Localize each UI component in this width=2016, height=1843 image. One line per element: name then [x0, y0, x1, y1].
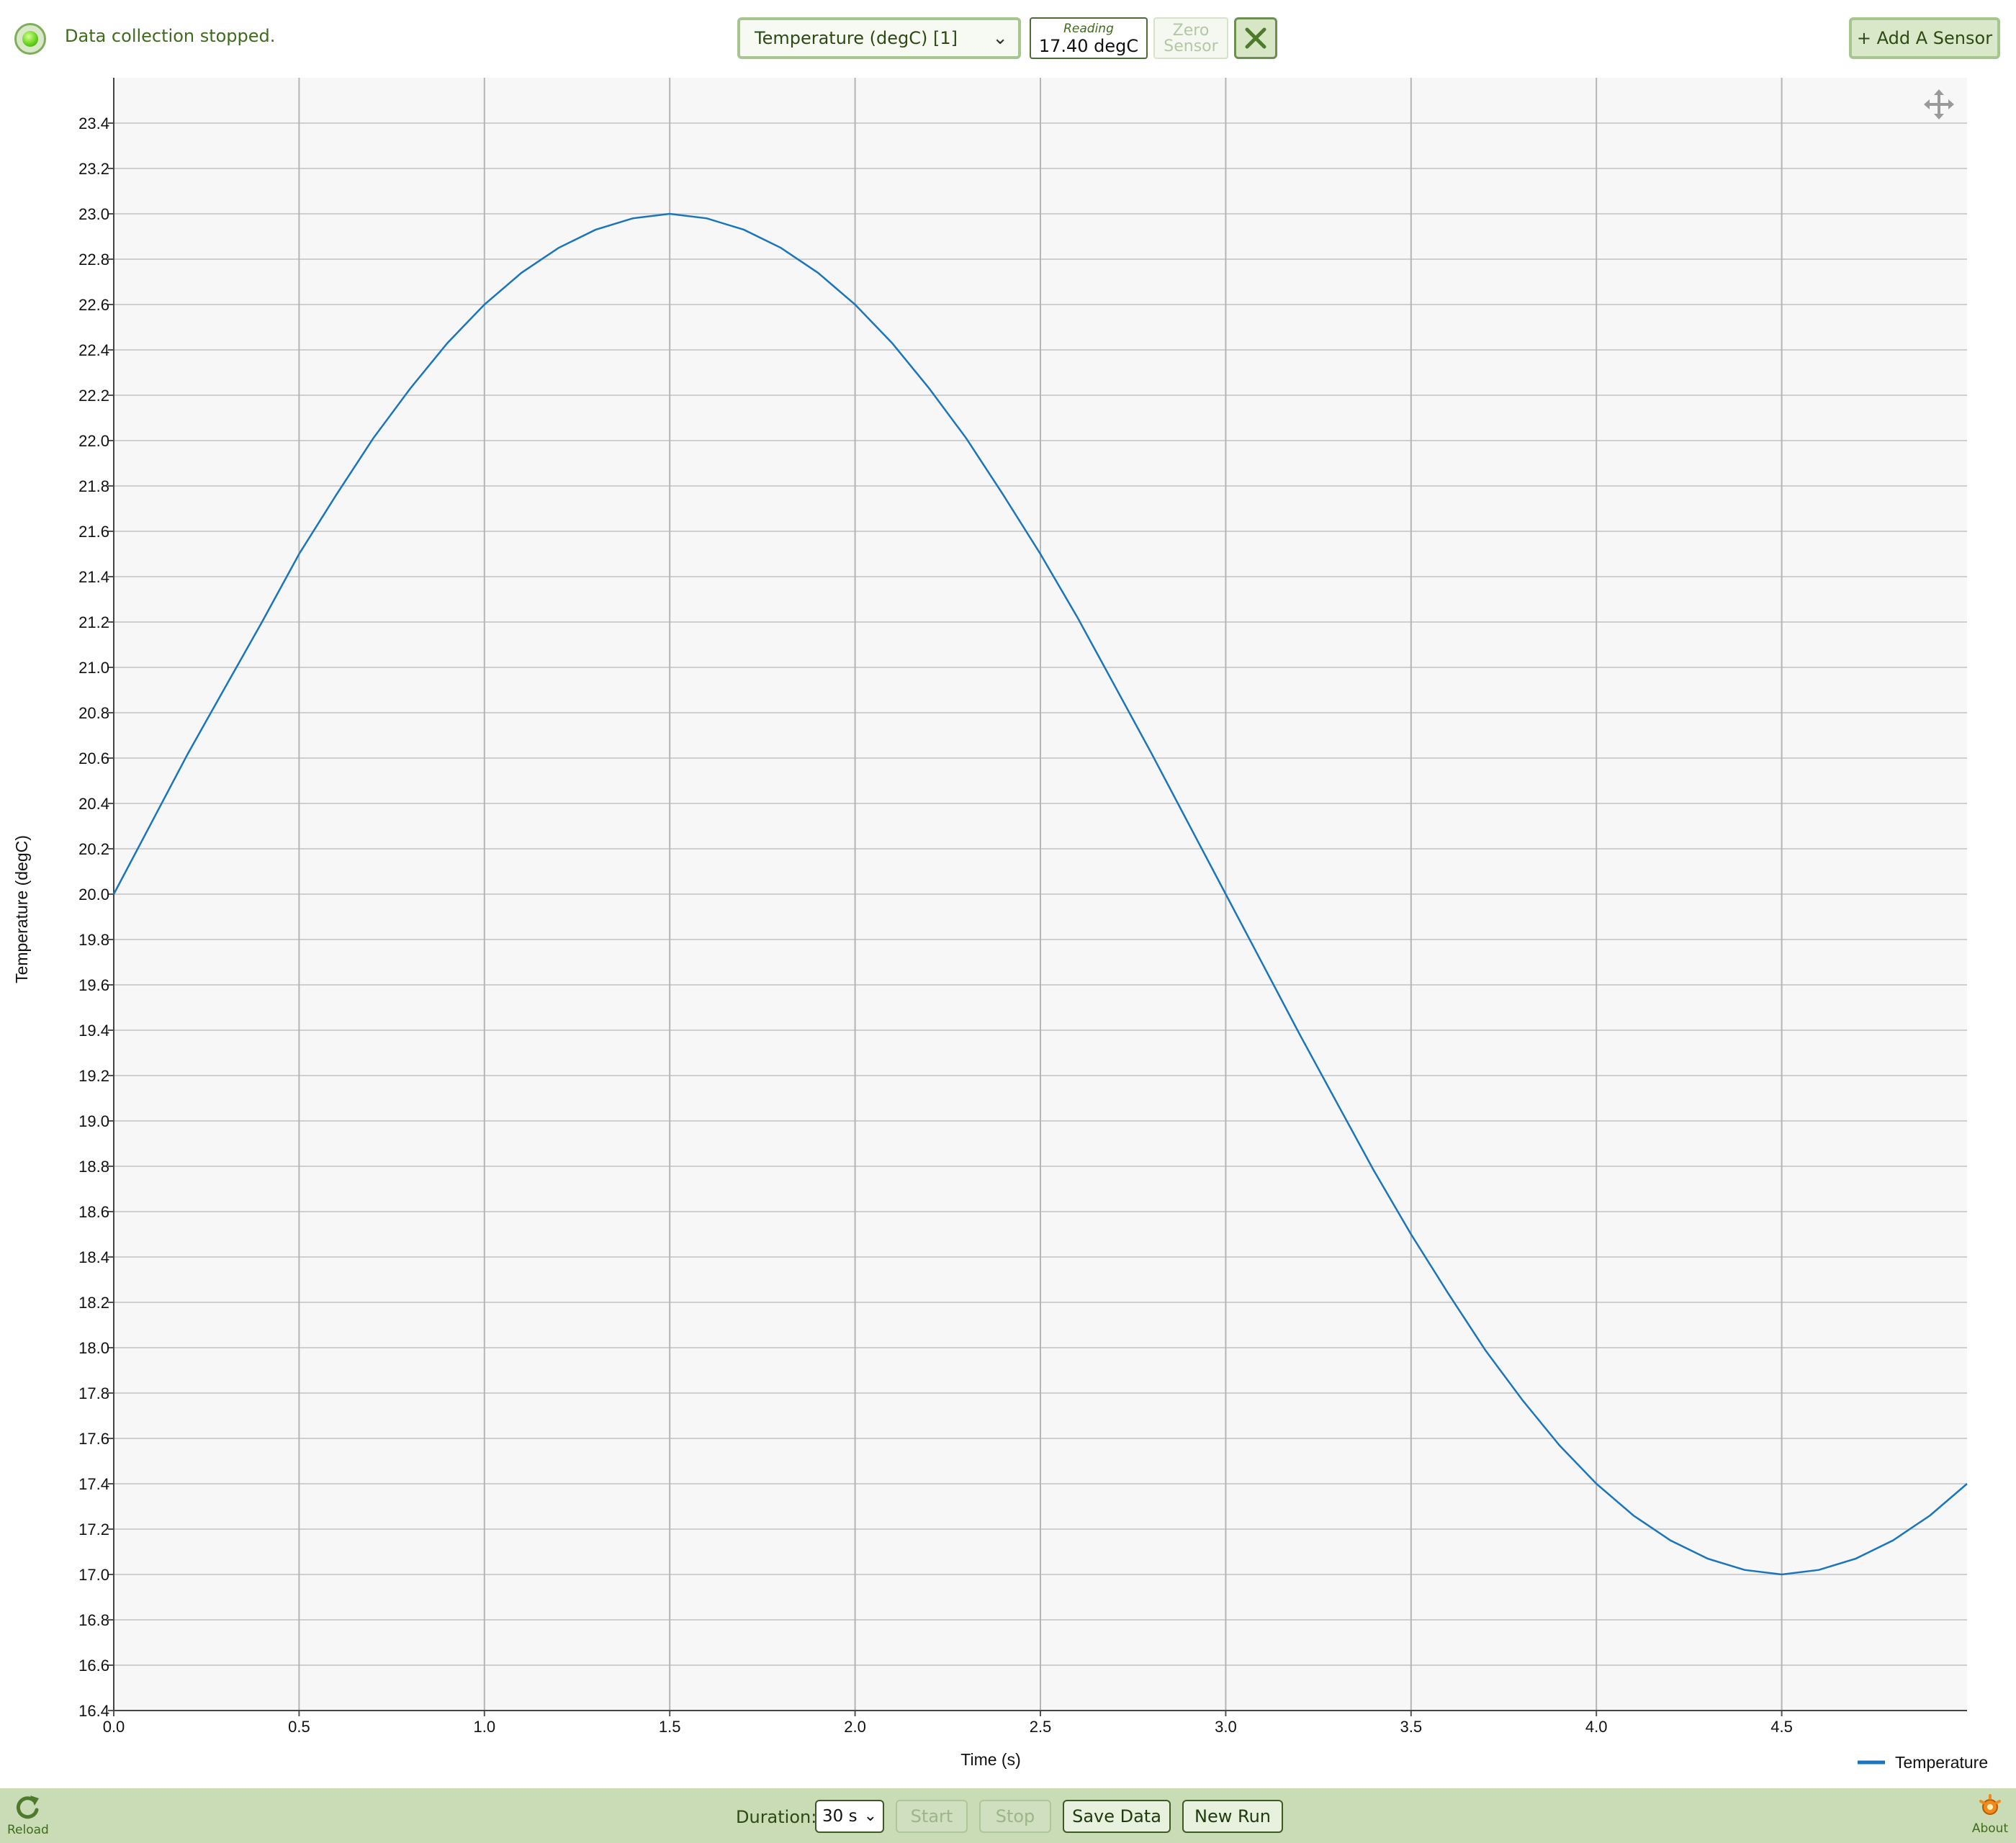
chevron-down-icon: ⌄: [863, 1807, 877, 1825]
y-tick-label: 20.0: [78, 886, 109, 904]
y-tick-label: 22.4: [78, 341, 109, 359]
new-run-button[interactable]: New Run: [1182, 1800, 1283, 1833]
x-tick-label: 1.0: [474, 1718, 496, 1736]
x-tick-label: 2.5: [1030, 1718, 1052, 1736]
y-tick-label: 20.6: [78, 749, 109, 767]
y-tick-label: 17.2: [78, 1520, 109, 1538]
y-tick-label: 19.2: [78, 1067, 109, 1085]
sensor-select[interactable]: Temperature (degC) [1] ⌄: [737, 17, 1021, 59]
y-tick-label: 19.4: [78, 1022, 109, 1040]
y-tick-label: 22.8: [78, 251, 109, 269]
start-button[interactable]: Start: [896, 1800, 968, 1833]
y-tick-label: 16.8: [78, 1611, 109, 1629]
remove-sensor-button[interactable]: [1234, 17, 1277, 59]
y-tick-label: 17.0: [78, 1566, 109, 1584]
plot-area: [113, 78, 1967, 1711]
y-tick-label: 18.0: [78, 1339, 109, 1357]
x-axis-label: Time (s): [960, 1750, 1020, 1769]
about-icon: [1979, 1794, 2001, 1815]
reload-button[interactable]: Reload: [7, 1794, 49, 1837]
move-icon[interactable]: [1924, 89, 1954, 120]
y-tick-label: 21.0: [78, 659, 109, 677]
y-tick-label: 18.4: [78, 1248, 109, 1266]
x-tick-label: 1.5: [659, 1718, 681, 1736]
sensor-select-value: Temperature (degC) [1]: [755, 28, 958, 48]
duration-label: Duration:: [736, 1807, 817, 1827]
y-tick-label: 16.4: [78, 1702, 109, 1720]
about-button[interactable]: About: [1968, 1794, 2012, 1836]
reload-label: Reload: [7, 1823, 49, 1837]
y-tick-label: 23.2: [78, 160, 109, 178]
x-axis: 0.0 0.5 1.0 1.5 2.0 2.5 3.0 3.5 4.0 4.5: [103, 1710, 1967, 1736]
status-indicator-icon: [14, 23, 46, 55]
reading-label: Reading: [1063, 22, 1114, 36]
close-icon: [1245, 27, 1266, 49]
y-tick-label: 19.0: [78, 1112, 109, 1130]
reading-value: 17.40 degC: [1038, 36, 1139, 56]
bottom-toolbar: Reload Duration: 30 s ⌄ Start Stop Save …: [0, 1788, 2016, 1843]
y-tick-label: 18.2: [78, 1294, 109, 1312]
top-toolbar: Data collection stopped. Temperature (de…: [0, 0, 2016, 78]
x-tick-label: 3.0: [1215, 1718, 1237, 1736]
chevron-down-icon: ⌄: [992, 27, 1008, 49]
series-layer: [112, 212, 1968, 1576]
x-tick-label: 4.0: [1585, 1718, 1608, 1736]
reload-icon: [16, 1795, 39, 1819]
stop-button[interactable]: Stop: [979, 1800, 1051, 1833]
about-label: About: [1971, 1821, 2009, 1836]
x-tick-label: 2.0: [844, 1718, 866, 1736]
save-data-button[interactable]: Save Data: [1063, 1800, 1171, 1833]
y-axis-label: Temperature (degC): [12, 835, 31, 983]
zero-sensor-button[interactable]: Zero Sensor: [1153, 17, 1228, 59]
y-tick-label: 23.4: [78, 114, 109, 132]
legend: Temperature: [1858, 1753, 1988, 1772]
y-tick-label: 20.4: [78, 795, 109, 813]
status-text: Data collection stopped.: [65, 26, 276, 46]
y-tick-label: 23.0: [78, 205, 109, 223]
y-tick-label: 22.2: [78, 387, 109, 405]
y-tick-label: 22.6: [78, 296, 109, 314]
y-tick-label: 18.6: [78, 1203, 109, 1221]
reading-display: Reading 17.40 degC: [1030, 17, 1148, 59]
y-tick-label: 17.8: [78, 1384, 109, 1402]
y-tick-label: 21.4: [78, 568, 109, 586]
series-line-temperature: [112, 212, 1968, 1576]
x-tick-label: 0.0: [103, 1718, 125, 1736]
legend-label: Temperature: [1895, 1753, 1988, 1772]
duration-select[interactable]: 30 s ⌄: [815, 1800, 884, 1833]
y-tick-label: 21.8: [78, 477, 109, 495]
y-tick-label: 21.6: [78, 523, 109, 541]
add-sensor-button[interactable]: + Add A Sensor: [1849, 17, 2000, 59]
x-tick-label: 4.5: [1770, 1718, 1793, 1736]
y-tick-label: 17.6: [78, 1430, 109, 1448]
temperature-chart[interactable]: 0.0 0.5 1.0 1.5 2.0 2.5 3.0 3.5 4.0 4.5 16.416.61…: [0, 72, 2016, 1785]
duration-select-value: 30 s: [822, 1807, 858, 1826]
x-tick-label: 0.5: [288, 1718, 310, 1736]
y-tick-label: 22.0: [78, 432, 109, 450]
y-tick-label: 20.8: [78, 704, 109, 722]
y-tick-label: 16.6: [78, 1657, 109, 1675]
y-tick-label: 21.2: [78, 613, 109, 631]
y-tick-label: 20.2: [78, 840, 109, 858]
y-tick-label: 17.4: [78, 1475, 109, 1493]
y-tick-label: 18.8: [78, 1158, 109, 1176]
y-tick-label: 19.8: [78, 931, 109, 949]
y-axis: 16.4 16.6 16.8 17.0 17.2 17.4 17.6 17.8 18.0 18.2…: [78, 78, 114, 1720]
y-tick-label: 19.6: [78, 976, 109, 994]
x-tick-label: 3.5: [1400, 1718, 1423, 1736]
